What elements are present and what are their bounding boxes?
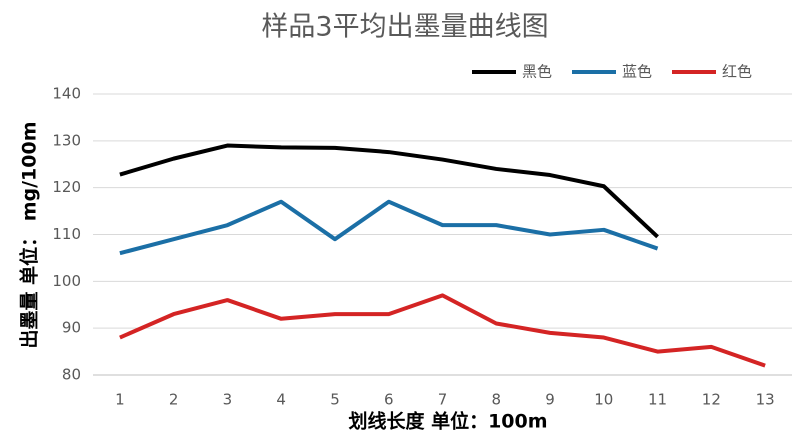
x-tick-label: 12: [702, 391, 721, 409]
x-tick-label: 2: [169, 391, 179, 409]
y-axis-title: 出墨量 单位： mg/100m: [18, 121, 41, 348]
x-tick-label: 13: [756, 391, 775, 409]
x-axis-title: 划线长度 单位：100m: [348, 410, 547, 433]
x-tick-label: 9: [545, 391, 555, 409]
y-tick-label: 100: [52, 272, 81, 290]
chart-title: 样品3平均出墨量曲线图: [261, 12, 548, 43]
x-tick-label: 8: [491, 391, 501, 409]
x-tick-label: 4: [276, 391, 286, 409]
series-line: [119, 293, 766, 368]
legend-label: 红色: [722, 63, 752, 81]
y-tick-label: 140: [52, 85, 81, 103]
y-tick-label: 80: [62, 366, 81, 384]
legend-label: 蓝色: [622, 63, 652, 81]
x-tick-label: 10: [594, 391, 613, 409]
x-tick-label: 11: [648, 391, 667, 409]
x-tick-label: 1: [115, 391, 125, 409]
legend-label: 黑色: [522, 63, 552, 81]
series-line: [119, 143, 659, 239]
x-tick-label: 5: [330, 391, 340, 409]
y-tick-label: 120: [52, 178, 81, 196]
y-tick-label: 90: [62, 319, 81, 337]
x-tick-label: 6: [384, 391, 394, 409]
x-tick-label: 3: [223, 391, 233, 409]
y-tick-label: 130: [52, 131, 81, 149]
y-tick-label: 110: [52, 225, 81, 243]
series-line: [119, 199, 659, 256]
x-tick-label: 7: [438, 391, 448, 409]
